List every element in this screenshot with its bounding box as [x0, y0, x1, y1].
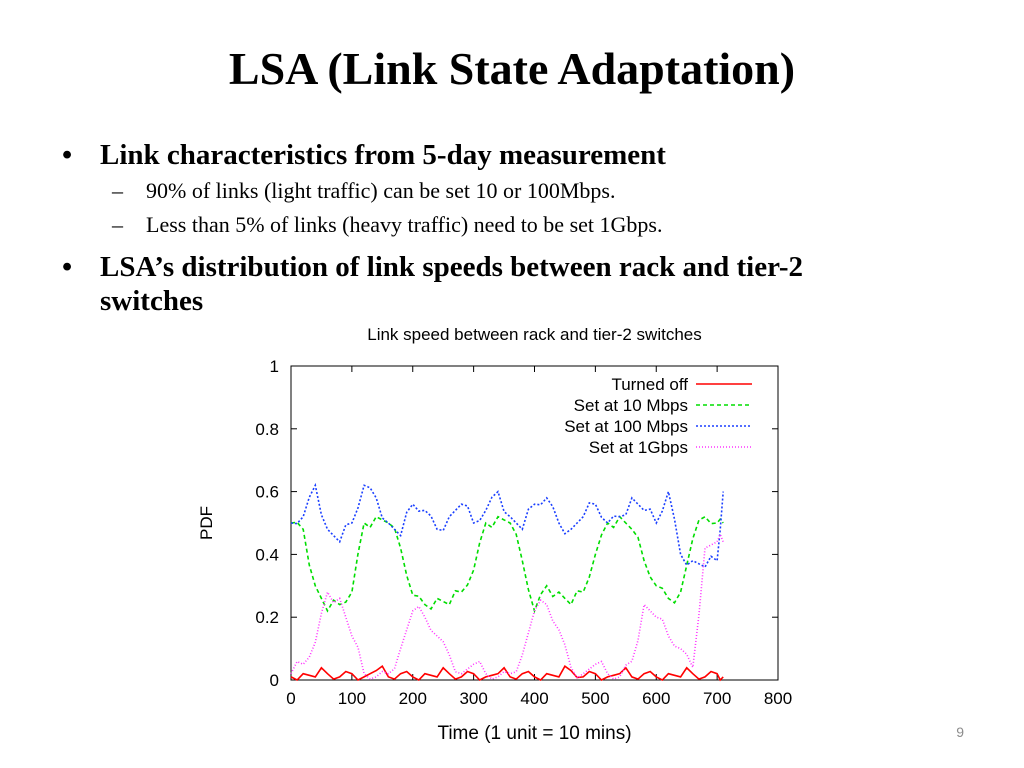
x-tick-label: 600 — [642, 689, 670, 708]
x-tick-label: 300 — [459, 689, 487, 708]
x-axis-label: Time (1 unit = 10 mins) — [437, 723, 631, 744]
bullet-text: Link characteristics from 5-day measurem… — [100, 139, 666, 171]
y-tick-label: 0.4 — [255, 545, 279, 564]
sub-bullet-text: 90% of links (light traffic) can be set … — [146, 178, 616, 203]
chart-title: Link speed between rack and tier-2 switc… — [367, 325, 702, 344]
x-tick-label: 500 — [581, 689, 609, 708]
bullet-item: • LSA’s distribution of link speeds betw… — [60, 250, 960, 318]
series-line-2 — [290, 482, 724, 569]
x-tick-label: 400 — [520, 689, 548, 708]
x-tick-label: 100 — [338, 689, 366, 708]
sub-bullet-text: Less than 5% of links (heavy traffic) ne… — [146, 212, 663, 237]
x-tick-label: 800 — [764, 689, 792, 708]
y-tick-label: 0.6 — [255, 483, 279, 502]
series-line-1 — [290, 515, 724, 614]
y-tick-label: 1 — [270, 357, 279, 376]
sub-bullet-item: – Less than 5% of links (heavy traffic) … — [60, 210, 960, 240]
bullet-dot-icon: • — [62, 251, 73, 283]
dash-icon: – — [112, 178, 123, 203]
y-tick-label: 0.8 — [255, 420, 279, 439]
y-tick-label: 0.2 — [255, 608, 279, 627]
y-axis-label: PDF — [197, 506, 216, 540]
bullet-list: • Link characteristics from 5-day measur… — [60, 138, 960, 318]
link-speed-chart: Link speed between rack and tier-2 switc… — [197, 325, 792, 744]
bullet-text-line2: switches — [100, 285, 204, 317]
legend-label: Set at 1Gbps — [589, 438, 688, 457]
bullet-dot-icon: • — [62, 139, 73, 171]
plot-frame — [290, 365, 779, 681]
legend-label: Set at 10 Mbps — [574, 396, 688, 415]
series-line-3 — [290, 532, 724, 681]
page-number: 9 — [956, 724, 964, 740]
y-tick-label: 0 — [270, 671, 279, 690]
bullet-text-line1: LSA’s distribution of link speeds betwee… — [100, 251, 804, 283]
x-tick-label: 0 — [286, 689, 295, 708]
series-line-0 — [290, 665, 724, 682]
sub-bullet-item: – 90% of links (light traffic) can be se… — [60, 176, 960, 206]
legend-label: Set at 100 Mbps — [564, 417, 688, 436]
slide-title: LSA (Link State Adaptation) — [228, 43, 796, 94]
dash-icon: – — [112, 212, 123, 237]
x-tick-label: 200 — [399, 689, 427, 708]
legend-label: Turned off — [611, 375, 688, 394]
x-tick-label: 700 — [703, 689, 731, 708]
bullet-item: • Link characteristics from 5-day measur… — [60, 138, 960, 172]
